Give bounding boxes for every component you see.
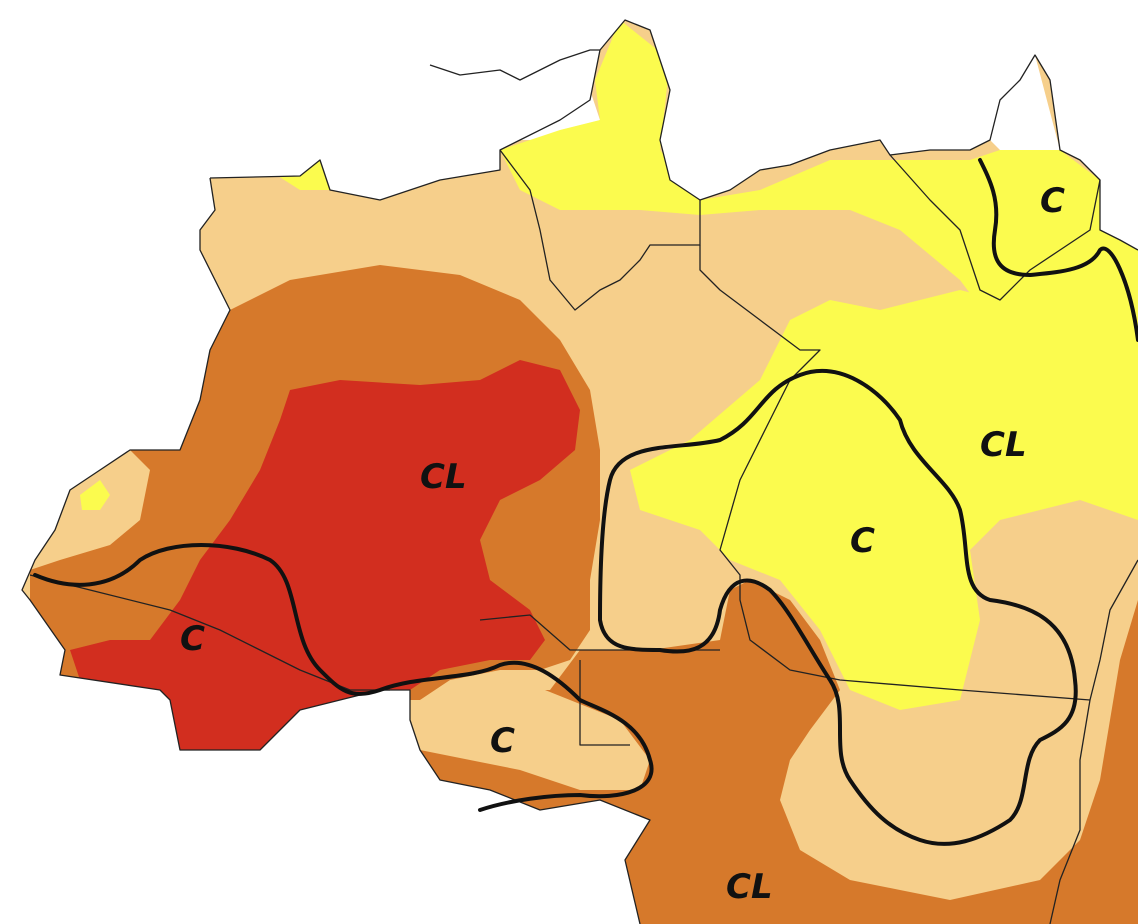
orange-field-south: [420, 580, 1138, 924]
red-field-west: [70, 360, 580, 750]
border-tocantins: [1049, 559, 1138, 924]
border-amazonas-para: [699, 245, 1091, 701]
label-c-southwest: C: [490, 721, 515, 761]
label-c-west: C: [180, 619, 205, 659]
contour-lines: [33, 158, 1138, 846]
yellow-field-west: [80, 480, 110, 510]
yellow-field-central: [630, 290, 1080, 710]
country-outline: [209, 19, 1138, 251]
border-amapa: [889, 154, 1101, 301]
label-cl-northwest: CL: [420, 457, 467, 497]
region-labels: CL C C CL C CL C: [180, 181, 1065, 907]
label-c-central: C: [850, 521, 875, 561]
contour-west: [33, 543, 654, 812]
contour-amapa: [978, 158, 1138, 342]
country-outline-west: [21, 177, 651, 924]
label-c-amapa: C: [1040, 181, 1065, 221]
border-roraima: [429, 49, 701, 311]
yellow-field-north: [500, 20, 1138, 520]
label-cl-northeast: CL: [980, 425, 1027, 465]
label-cl-south: CL: [726, 867, 773, 907]
white-field-amapa: [990, 55, 1060, 160]
state-borders: [21, 19, 1138, 924]
tan-field-southwest: [420, 680, 650, 790]
contour-central: [598, 369, 1078, 846]
